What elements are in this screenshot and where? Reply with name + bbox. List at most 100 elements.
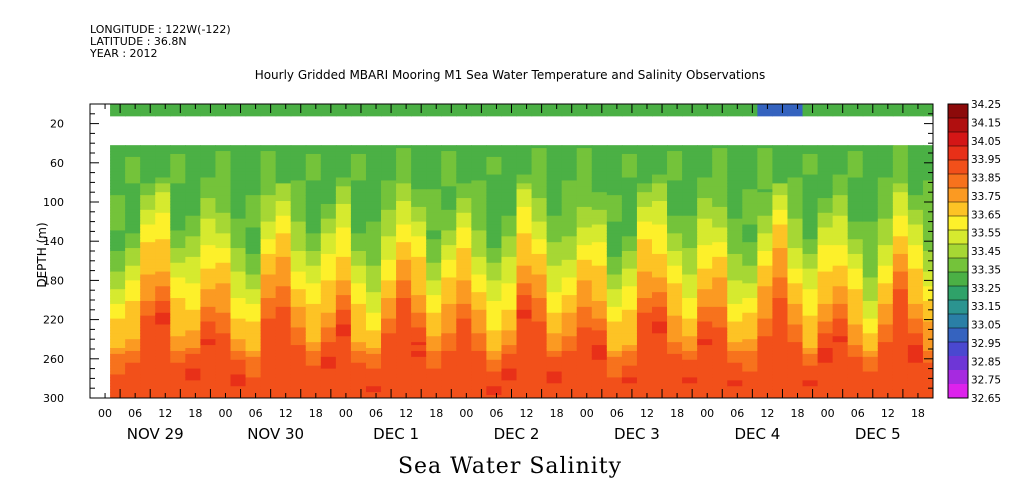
salinity-cell xyxy=(817,148,834,152)
salinity-cell xyxy=(667,227,683,232)
salinity-cell xyxy=(245,224,262,229)
salinity-cell xyxy=(365,292,382,296)
salinity-cell xyxy=(742,153,758,158)
salinity-cell xyxy=(456,248,472,252)
salinity-cell xyxy=(215,350,232,355)
salinity-cell xyxy=(757,386,774,390)
salinity-cell xyxy=(396,106,412,111)
salinity-cell xyxy=(697,315,713,320)
salinity-cell xyxy=(320,156,337,161)
salinity-cell xyxy=(652,248,668,252)
salinity-cell xyxy=(892,262,909,267)
salinity-cell xyxy=(862,342,879,346)
salinity-cell xyxy=(652,251,668,255)
salinity-cell xyxy=(922,303,933,308)
salinity-cell xyxy=(260,221,277,226)
salinity-cell xyxy=(275,383,292,387)
salinity-cell xyxy=(516,145,533,149)
salinity-cell xyxy=(290,339,307,343)
salinity-cell xyxy=(245,215,262,220)
salinity-cell xyxy=(396,156,412,161)
salinity-cell xyxy=(155,206,171,211)
salinity-cell xyxy=(591,380,608,384)
salinity-cell xyxy=(200,350,217,355)
salinity-cell xyxy=(682,306,698,311)
salinity-cell xyxy=(396,268,412,273)
salinity-cell xyxy=(877,330,894,334)
salinity-cell xyxy=(817,195,834,199)
salinity-cell xyxy=(426,156,442,161)
salinity-cell xyxy=(847,245,864,249)
salinity-cell xyxy=(832,145,849,149)
salinity-cell xyxy=(697,350,713,355)
salinity-cell xyxy=(501,224,518,229)
salinity-cell xyxy=(847,380,864,384)
salinity-cell xyxy=(411,162,427,167)
salinity-cell xyxy=(757,298,774,302)
salinity-cell xyxy=(576,345,593,349)
salinity-cell xyxy=(877,377,894,381)
salinity-cell xyxy=(561,295,578,299)
salinity-cell xyxy=(110,312,126,317)
salinity-cell xyxy=(381,356,397,361)
salinity-cell xyxy=(275,145,292,149)
salinity-cell xyxy=(501,309,518,314)
salinity-cell xyxy=(110,333,126,337)
salinity-cell xyxy=(170,365,186,370)
salinity-cell xyxy=(922,359,933,364)
salinity-cell xyxy=(862,171,879,176)
salinity-cell xyxy=(110,283,126,287)
salinity-cell xyxy=(456,259,472,264)
salinity-cell xyxy=(125,333,141,337)
salinity-cell xyxy=(350,253,367,258)
salinity-cell xyxy=(365,165,382,170)
salinity-cell xyxy=(260,195,277,199)
salinity-cell xyxy=(426,321,442,326)
salinity-cell xyxy=(456,368,472,373)
salinity-cell xyxy=(636,227,653,232)
salinity-cell xyxy=(802,221,819,226)
salinity-cell xyxy=(350,183,367,187)
salinity-cell xyxy=(892,303,909,308)
salinity-cell xyxy=(305,336,322,340)
salinity-cell xyxy=(576,348,593,352)
salinity-cell xyxy=(847,262,864,267)
salinity-cell xyxy=(411,245,427,249)
salinity-cell xyxy=(546,168,563,173)
salinity-cell xyxy=(110,259,126,264)
salinity-cell xyxy=(260,148,277,152)
salinity-cell xyxy=(155,350,171,355)
salinity-cell xyxy=(426,265,442,270)
salinity-cell xyxy=(772,198,789,202)
salinity-cell xyxy=(260,353,277,358)
salinity-cell xyxy=(877,174,894,179)
salinity-cell xyxy=(200,289,217,293)
salinity-cell xyxy=(817,159,834,164)
salinity-cell xyxy=(591,230,608,234)
salinity-cell xyxy=(471,189,488,193)
salinity-cell xyxy=(652,312,668,317)
salinity-cell xyxy=(652,303,668,308)
salinity-cell xyxy=(712,256,728,261)
salinity-cell xyxy=(290,201,307,205)
salinity-cell xyxy=(501,350,518,355)
salinity-cell xyxy=(877,148,894,152)
salinity-cell xyxy=(230,230,247,234)
salinity-cell xyxy=(396,274,412,279)
salinity-cell xyxy=(787,162,804,167)
salinity-cell xyxy=(606,327,623,331)
salinity-cell xyxy=(275,303,292,308)
salinity-cell xyxy=(185,309,201,314)
salinity-cell xyxy=(772,153,789,158)
salinity-cell xyxy=(606,395,623,398)
salinity-cell xyxy=(817,371,834,376)
salinity-cell xyxy=(727,201,743,205)
salinity-cell xyxy=(591,280,608,284)
salinity-cell xyxy=(697,212,713,217)
salinity-cell xyxy=(411,221,427,226)
salinity-cell xyxy=(365,348,382,352)
salinity-cell xyxy=(140,195,156,199)
salinity-cell xyxy=(636,327,653,331)
salinity-cell xyxy=(546,206,563,211)
salinity-cell xyxy=(426,106,442,111)
